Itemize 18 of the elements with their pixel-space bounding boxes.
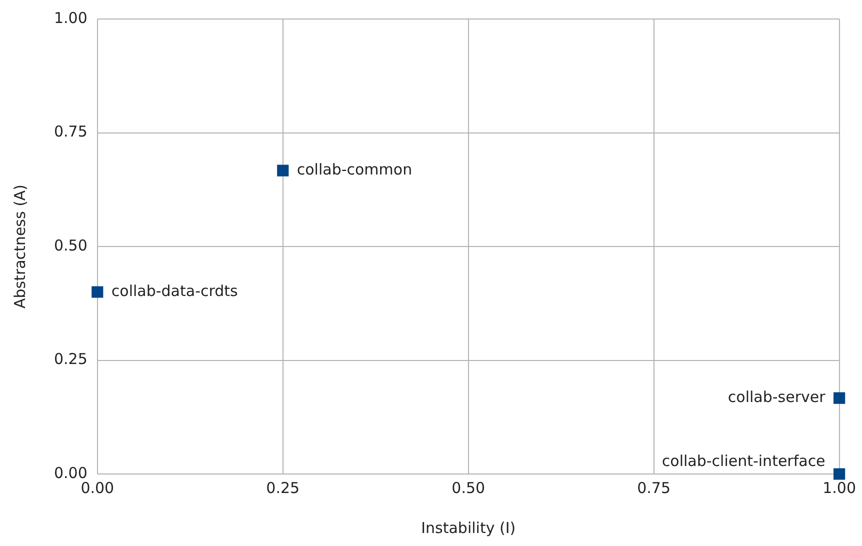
y-tick-label: 1.00 bbox=[54, 8, 88, 27]
x-axis-title: Instability (I) bbox=[421, 518, 516, 537]
point bbox=[834, 468, 846, 480]
x-tick-label: 1.00 bbox=[822, 478, 856, 497]
x-tick-label: 0.50 bbox=[452, 478, 486, 497]
annotation: collab-common bbox=[296, 160, 412, 178]
x-tick-label: 0.25 bbox=[266, 478, 300, 497]
y-tick-label: 0.75 bbox=[54, 122, 88, 141]
annotation: collab-server bbox=[728, 388, 826, 406]
x-tick-label: 0.75 bbox=[637, 478, 671, 497]
y-tick-label: 0.50 bbox=[54, 236, 88, 254]
annotation: collab-data-crdts bbox=[111, 282, 238, 300]
y-tick-label: 0.25 bbox=[54, 350, 88, 368]
point bbox=[834, 392, 846, 404]
y-axis-title: Abstractness (A) bbox=[10, 184, 29, 309]
annotation: collab-client-interface bbox=[662, 452, 826, 470]
point bbox=[92, 286, 104, 298]
point bbox=[277, 164, 289, 176]
